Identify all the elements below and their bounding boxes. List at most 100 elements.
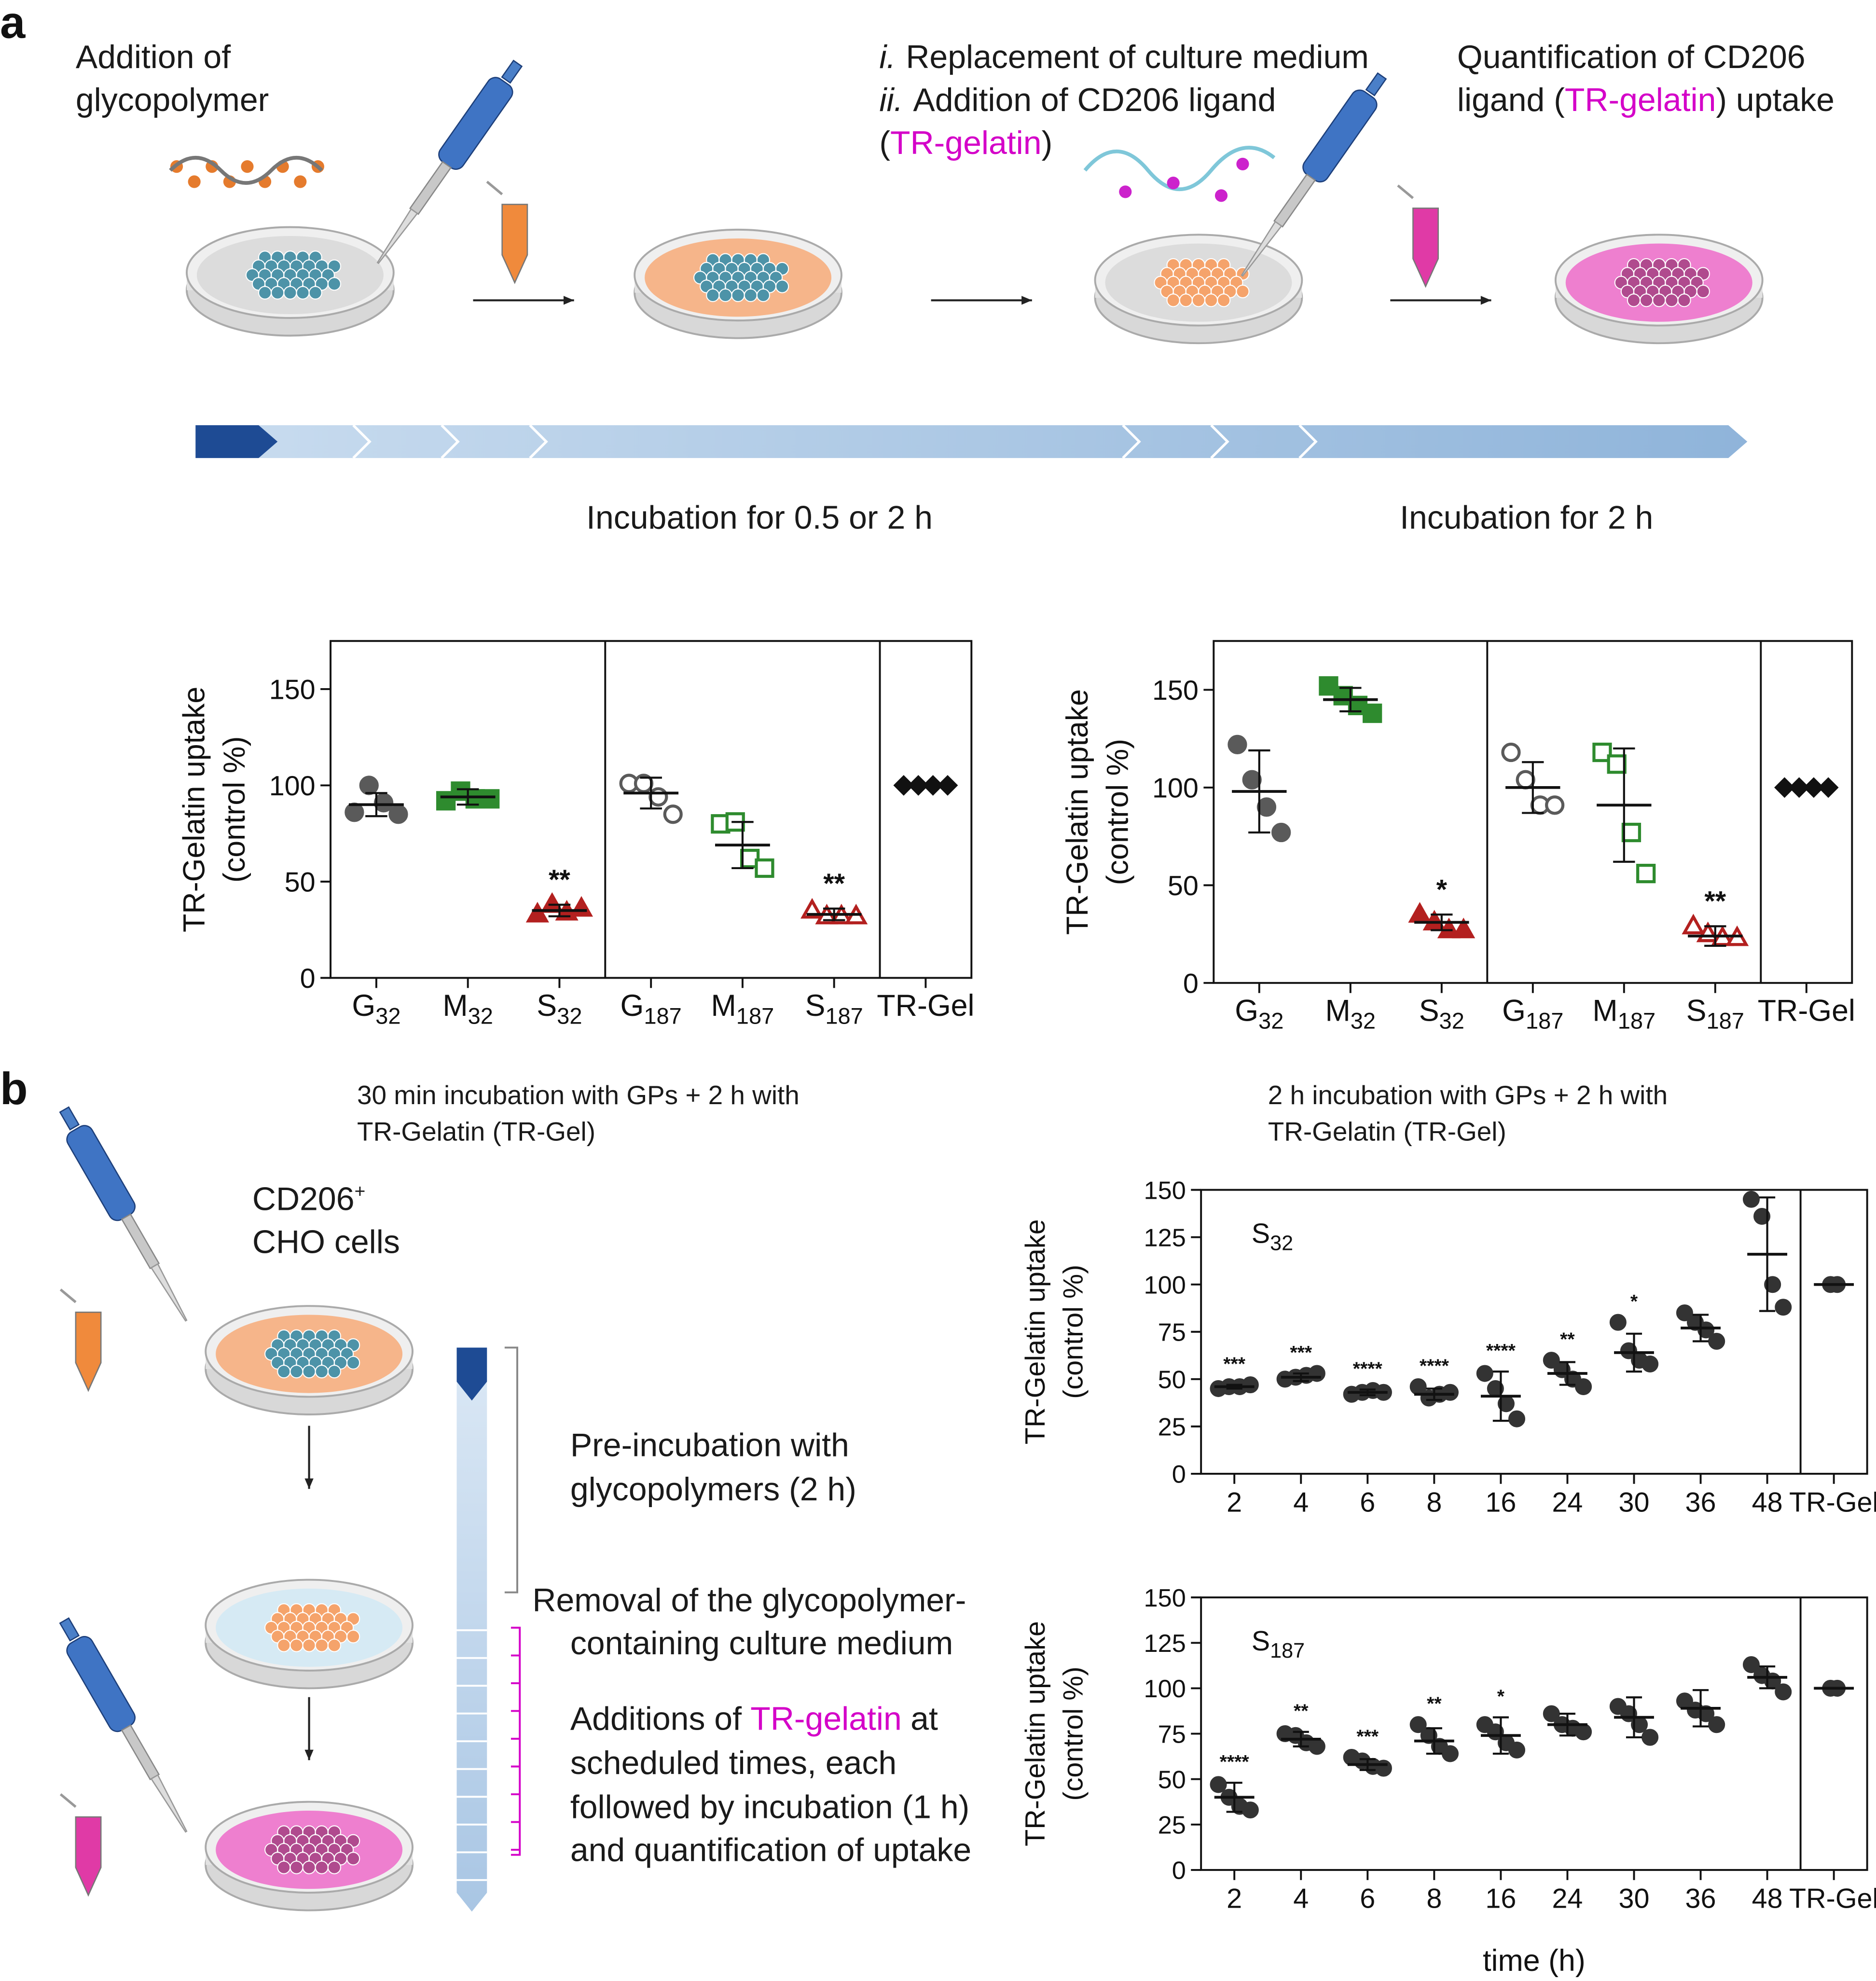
step-text: i. Replacement of culture medium — [879, 39, 1368, 75]
step-text: glycopolymers (2 h) — [570, 1471, 856, 1508]
data-point — [1697, 1321, 1715, 1339]
cell — [718, 288, 732, 302]
pipette-tip — [150, 1774, 188, 1833]
cell — [315, 1638, 329, 1652]
cell — [1696, 284, 1710, 299]
cell — [1166, 293, 1180, 307]
tube — [1412, 208, 1439, 288]
cell — [1627, 293, 1641, 307]
pipette-body — [66, 1125, 136, 1221]
step-text: ligand (TR-gelatin) uptake — [1457, 82, 1835, 118]
cell — [1677, 293, 1691, 307]
y-axis-label: TR-Gelatin uptake — [1061, 689, 1094, 935]
cell — [271, 286, 285, 300]
significance: ** — [1704, 886, 1726, 917]
step-text: Additions of TR-gelatin at — [570, 1701, 938, 1737]
cell — [302, 1365, 316, 1379]
chart: 0 50 100 150 TR-Gelatin uptake (control %) G32… — [1061, 640, 1855, 1034]
ligand-unit — [1119, 185, 1132, 198]
step-number: i. — [879, 39, 896, 75]
polymer-unit — [294, 175, 307, 188]
y-axis-label: (control %) — [1058, 1265, 1089, 1399]
significance: *** — [1356, 1726, 1379, 1747]
cell — [706, 288, 720, 302]
pipette-plunger — [59, 1617, 80, 1642]
step-text: containing culture medium — [570, 1625, 953, 1662]
cell — [283, 286, 297, 300]
pipette-plunger — [501, 59, 523, 84]
step-text: ii. Addition of CD206 ligand — [879, 82, 1276, 118]
significance: **** — [1420, 1356, 1449, 1376]
data-point — [1516, 770, 1535, 790]
y-tick-label: 100 — [1144, 1272, 1186, 1300]
pipette — [59, 1617, 188, 1833]
ligand-unit — [1167, 177, 1180, 190]
data-point — [1256, 797, 1277, 817]
cell — [290, 1638, 303, 1652]
bracket-additions — [510, 1626, 521, 1856]
pipette — [376, 59, 523, 264]
step-text: Removal of the glycopolymer- — [532, 1582, 966, 1619]
x-tick-label: 30 — [1619, 1487, 1650, 1518]
x-tick-label: 24 — [1552, 1487, 1583, 1518]
step-text: at — [910, 1701, 938, 1737]
timeline-bar — [195, 425, 1748, 458]
highlight: TR-gelatin — [890, 125, 1042, 161]
cell — [277, 1365, 291, 1379]
caption: 30 min incubation with GPs + 2 h with — [357, 1080, 800, 1110]
data-point — [1742, 1191, 1760, 1208]
step-text: ligand ( — [1457, 82, 1565, 118]
cell — [277, 1860, 291, 1874]
plot-frame — [1200, 1189, 1868, 1475]
data-point — [345, 803, 364, 822]
cell — [1665, 293, 1679, 307]
chevron — [1210, 424, 1229, 459]
y-tick-label: 125 — [1144, 1224, 1186, 1252]
significance: ** — [549, 864, 570, 895]
pipette-plunger — [59, 1106, 80, 1131]
cell — [756, 288, 770, 302]
y-tick-label: 100 — [269, 771, 316, 802]
y-axis-label: (control %) — [1058, 1666, 1089, 1801]
arrow-head — [563, 296, 574, 305]
step-text: Addition of CD206 ligand — [913, 82, 1276, 118]
step-text: Additions of — [570, 1701, 742, 1737]
chevron — [441, 424, 460, 459]
step-text: ( — [879, 125, 890, 161]
data-point — [1708, 1716, 1725, 1733]
data-point — [359, 776, 379, 795]
y-axis-label: TR-Gelatin uptake — [1020, 1621, 1051, 1846]
x-tick-label: 4 — [1293, 1487, 1309, 1518]
y-tick-label: 25 — [1158, 1413, 1186, 1441]
data-point — [663, 804, 683, 824]
panel-label: a — [0, 0, 26, 47]
x-tick-label: M32 — [1325, 994, 1376, 1033]
y-tick-label: 150 — [1152, 675, 1199, 706]
significance: * — [1630, 1291, 1638, 1312]
data-point — [1708, 1332, 1725, 1350]
data-point — [1408, 902, 1432, 923]
data-point — [1636, 863, 1656, 884]
y-tick-label: 75 — [1158, 1319, 1186, 1347]
data-point — [1642, 1729, 1659, 1746]
y-tick-label: 150 — [269, 675, 316, 706]
data-point — [1607, 754, 1627, 774]
significance: **** — [1353, 1358, 1383, 1379]
data-point — [569, 896, 593, 917]
significance: ** — [823, 868, 845, 899]
cell — [744, 288, 758, 302]
tube — [75, 1816, 102, 1897]
cell — [1179, 293, 1193, 307]
x-tick-label: TR-Gel — [1758, 994, 1855, 1027]
x-tick-label: 6 — [1360, 1883, 1375, 1914]
data-point — [1422, 910, 1446, 931]
step-text: ) — [1042, 125, 1053, 161]
cell — [731, 288, 745, 302]
x-tick-label: TR-Gel — [1789, 1883, 1876, 1914]
data-point — [1452, 917, 1476, 939]
flow-start — [456, 1347, 487, 1401]
data-point — [1753, 1208, 1771, 1225]
step-text: followed by incubation (1 h) — [570, 1789, 969, 1826]
ligand-unit — [1236, 157, 1249, 170]
y-tick-label: 0 — [1183, 969, 1199, 999]
